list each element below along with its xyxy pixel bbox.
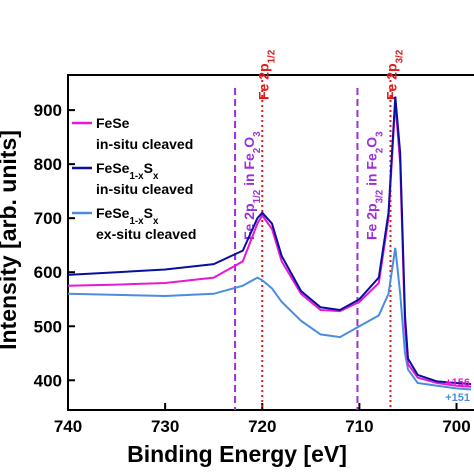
x-tick-label: 720 bbox=[248, 417, 276, 436]
text-part: 1/2 bbox=[266, 49, 277, 63]
text-part: 3/2 bbox=[394, 49, 405, 63]
annotation: Fe 2p1/2 bbox=[255, 49, 277, 100]
legend-note: in-situ cleaved bbox=[96, 136, 193, 152]
y-tick-label: 700 bbox=[34, 209, 62, 228]
data-line bbox=[67, 247, 472, 391]
x-tick-label: 740 bbox=[54, 417, 82, 436]
x-tick-label: 730 bbox=[151, 417, 179, 436]
text-part: O bbox=[363, 137, 379, 148]
text-part: Fe 2p bbox=[383, 63, 399, 100]
text-part: in Fe bbox=[363, 153, 379, 190]
text-part: Fe 2p bbox=[255, 63, 271, 100]
legend-label: FeSe1-xSx bbox=[96, 160, 159, 182]
y-tick-label: 800 bbox=[34, 155, 62, 174]
text-part: 1-x bbox=[129, 171, 144, 182]
text-part: S bbox=[144, 160, 153, 176]
y-tick-label: 900 bbox=[34, 101, 62, 120]
y-tick-label: 600 bbox=[34, 263, 62, 282]
annotation: Fe 2p3/2 bbox=[383, 49, 405, 100]
offset-label: +156 bbox=[445, 377, 470, 389]
y-axis-label: Intensity [arb. units] bbox=[0, 130, 21, 350]
offset-label: +151 bbox=[445, 392, 470, 404]
text-part: FeSe bbox=[96, 205, 130, 221]
legend-note: in-situ cleaved bbox=[96, 181, 193, 197]
text-part: Fe 2p bbox=[363, 203, 379, 240]
annotation: Fe 2p3/2 in Fe2O3 bbox=[363, 131, 385, 240]
legend-label: FeSe1-xSx bbox=[96, 205, 159, 227]
text-part: 2 bbox=[252, 147, 263, 153]
text-part: 3/2 bbox=[374, 189, 385, 203]
text-part: S bbox=[144, 205, 153, 221]
text-part: x bbox=[153, 171, 159, 182]
text-part: 3 bbox=[374, 131, 385, 137]
annotation: Fe 2p1/2 in Fe2O3 bbox=[241, 131, 263, 240]
x-axis-label: Binding Energy [eV] bbox=[127, 441, 347, 467]
y-tick-label: 400 bbox=[34, 371, 62, 390]
text-part: 1/2 bbox=[252, 189, 263, 203]
text-part: 3 bbox=[252, 131, 263, 137]
x-tick-label: 700 bbox=[442, 417, 470, 436]
text-part: Fe 2p bbox=[241, 203, 257, 240]
text-part: 2 bbox=[374, 147, 385, 153]
data-line bbox=[67, 101, 472, 388]
plot-frame bbox=[67, 74, 474, 411]
x-tick-label: 710 bbox=[345, 417, 373, 436]
y-tick-label: 500 bbox=[34, 317, 62, 336]
legend-note: ex-situ cleaved bbox=[96, 226, 196, 242]
text-part: x bbox=[153, 216, 159, 227]
text-part: O bbox=[241, 137, 257, 148]
text-part: 1-x bbox=[129, 216, 144, 227]
text-part: in Fe bbox=[241, 153, 257, 190]
data-line bbox=[67, 96, 472, 386]
text-part: FeSe bbox=[96, 160, 130, 176]
legend-label: FeSe bbox=[96, 115, 130, 131]
text-part: FeSe bbox=[96, 115, 130, 131]
